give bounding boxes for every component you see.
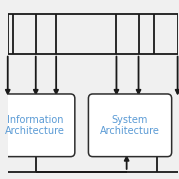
Text: Information
Architecture: Information Architecture — [5, 115, 65, 136]
Text: System
Architecture: System Architecture — [100, 115, 160, 136]
FancyBboxPatch shape — [88, 94, 172, 157]
FancyBboxPatch shape — [0, 94, 75, 157]
